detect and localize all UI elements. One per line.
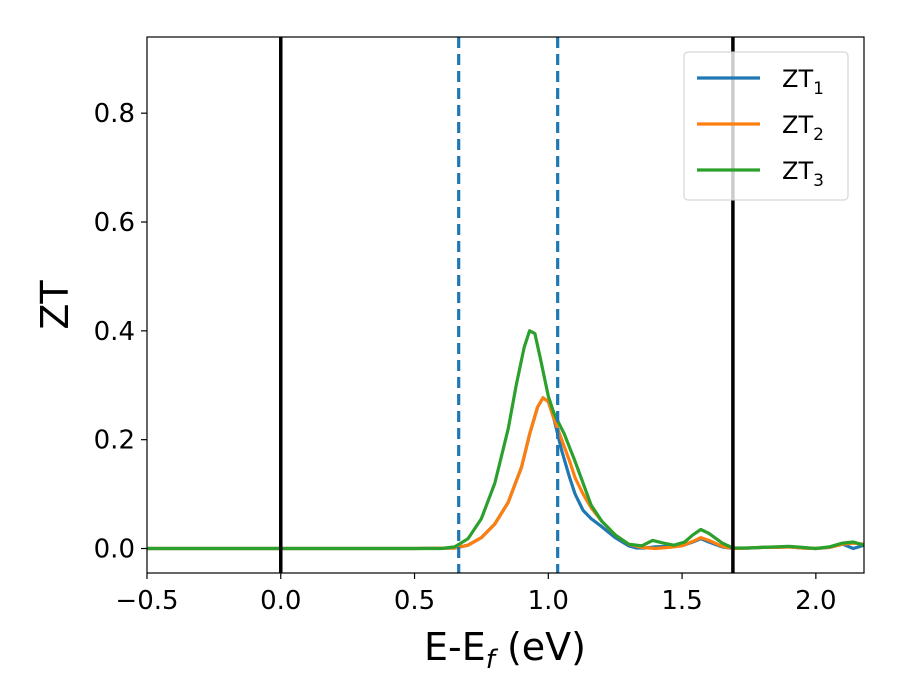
x-tick-label: 1.5 bbox=[661, 586, 702, 616]
x-axis-title-unit: (eV) bbox=[495, 625, 586, 669]
x-axis: −0.5 0.0 0.5 1.0 1.5 2.0 bbox=[115, 573, 837, 616]
y-tick-label: 0.6 bbox=[94, 208, 135, 238]
legend-label-zt2: ZT2 bbox=[782, 111, 824, 145]
series-line-zt2 bbox=[147, 396, 864, 551]
x-tick-label: 2.0 bbox=[795, 586, 836, 616]
y-tick-label: 0.2 bbox=[94, 426, 135, 456]
x-axis-title: E-Ef (eV) bbox=[424, 625, 586, 675]
legend-label-zt1: ZT1 bbox=[782, 65, 824, 99]
series-line-zt3 bbox=[147, 329, 864, 551]
x-tick-label: 1.0 bbox=[528, 586, 569, 616]
y-axis-title: ZT bbox=[33, 280, 77, 330]
x-tick-label: −0.5 bbox=[115, 586, 178, 616]
x-axis-title-main: E-E bbox=[424, 625, 486, 669]
legend-box bbox=[683, 51, 849, 201]
y-tick-label: 0.4 bbox=[94, 317, 135, 347]
legend-label-zt3: ZT3 bbox=[782, 157, 824, 191]
y-axis: 0.0 0.2 0.4 0.6 0.8 bbox=[94, 99, 147, 565]
axes-frame bbox=[146, 36, 865, 574]
y-tick-label: 0.8 bbox=[94, 99, 135, 129]
y-tick-label: 0.0 bbox=[94, 535, 135, 565]
legend: ZT1 ZT2 ZT3 bbox=[683, 51, 849, 201]
series-line-zt1 bbox=[147, 396, 864, 551]
x-tick-label: 0.5 bbox=[394, 586, 435, 616]
x-tick-label: 0.0 bbox=[260, 586, 301, 616]
